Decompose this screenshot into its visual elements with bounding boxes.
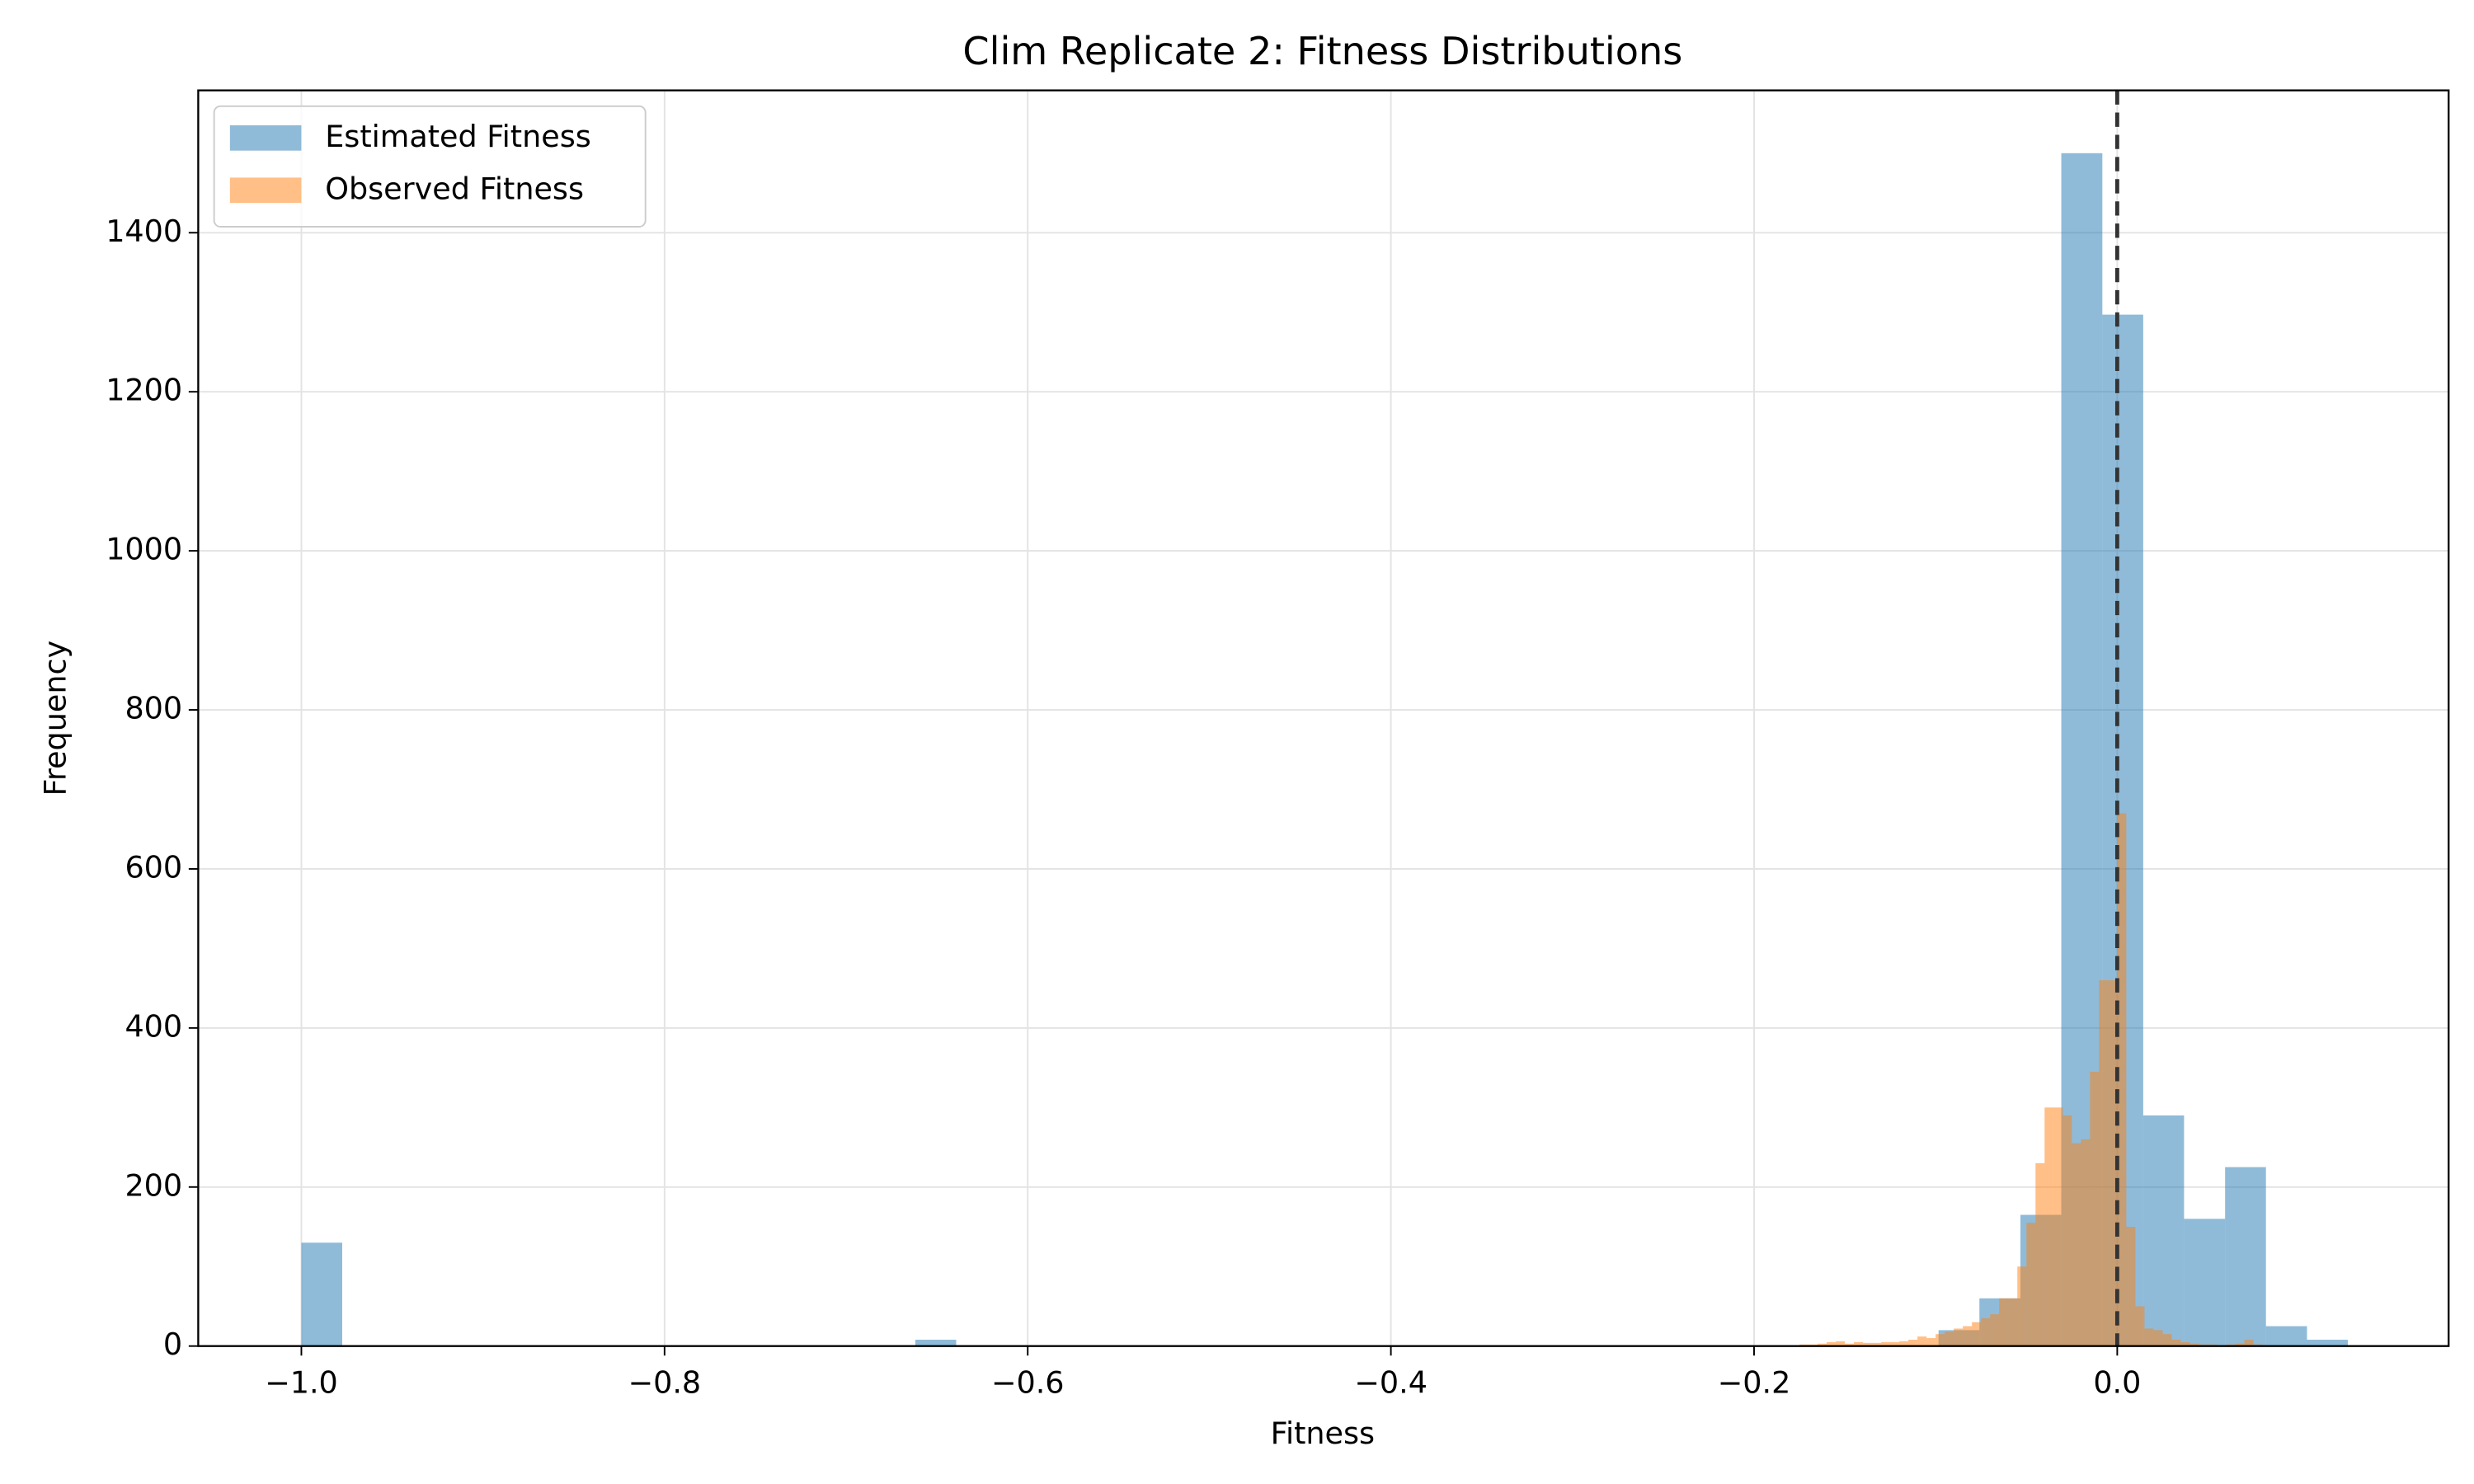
- bar: [2142, 1115, 2185, 1346]
- bar: [1818, 1343, 1827, 1346]
- bar: [2307, 1339, 2349, 1346]
- plot-frame: [197, 89, 2450, 1347]
- y-tick-label: 200: [125, 1167, 182, 1203]
- x-tick-label: −1.0: [265, 1364, 338, 1400]
- bar: [1926, 1338, 1936, 1346]
- bar: [1945, 1331, 1954, 1346]
- bar: [2244, 1339, 2254, 1346]
- bar: [301, 1242, 342, 1346]
- bar: [1935, 1334, 1945, 1346]
- chart-title: Clim Replicate 2: Fitness Distributions: [962, 29, 1682, 73]
- x-tick-label: −0.8: [628, 1364, 702, 1400]
- legend-swatch: [229, 177, 302, 204]
- bar: [2072, 1143, 2081, 1346]
- bar: [2062, 1115, 2072, 1346]
- bar: [1954, 1328, 1964, 1346]
- x-tick-label: −0.4: [1354, 1364, 1427, 1400]
- legend-label: Estimated Fitness: [325, 119, 591, 154]
- bar: [2053, 1107, 2063, 1346]
- bar: [2099, 979, 2109, 1346]
- bar: [1899, 1341, 1909, 1346]
- bar: [1908, 1339, 1918, 1346]
- bar: [2090, 1071, 2100, 1346]
- bar: [915, 1339, 957, 1346]
- y-tick-label: 1200: [106, 373, 182, 408]
- bar: [1863, 1342, 1873, 1346]
- bar: [2184, 1219, 2226, 1346]
- bar: [1963, 1326, 1973, 1346]
- legend-frame: [213, 105, 647, 228]
- bar: [2081, 1139, 2091, 1346]
- x-tick-label: −0.2: [1718, 1364, 1791, 1400]
- bar: [1972, 1322, 1982, 1346]
- bar: [2189, 1343, 2199, 1346]
- bar: [2008, 1298, 2018, 1346]
- y-tick-label: 1000: [106, 532, 182, 567]
- bar: [2035, 1162, 2045, 1346]
- bar: [1827, 1341, 1837, 1346]
- bar: [2117, 813, 2127, 1346]
- bar: [1990, 1314, 2000, 1346]
- bar: [2153, 1330, 2163, 1346]
- bar: [1917, 1336, 1927, 1346]
- bar: [2026, 1223, 2036, 1346]
- bar: [2171, 1339, 2181, 1346]
- legend-label: Observed Fitness: [325, 171, 584, 206]
- x-tick-label: −0.6: [991, 1364, 1065, 1400]
- x-tick-label: 0.0: [2093, 1364, 2141, 1400]
- y-tick-label: 600: [125, 849, 182, 885]
- bar: [2017, 1266, 2027, 1346]
- bar: [2225, 1167, 2266, 1346]
- y-tick-label: 1400: [106, 214, 182, 249]
- bar: [1836, 1341, 1846, 1346]
- bar: [1981, 1317, 1991, 1346]
- y-tick-label: 800: [125, 691, 182, 726]
- bar: [1890, 1341, 1900, 1346]
- bar: [2265, 1326, 2307, 1346]
- bar: [2044, 1107, 2054, 1346]
- y-axis-label: Frequency: [38, 641, 73, 796]
- legend: Estimated Fitness Observed Fitness: [213, 105, 647, 228]
- bar: [1872, 1342, 1882, 1346]
- bar: [1854, 1341, 1864, 1346]
- bar: [1845, 1343, 1855, 1346]
- y-tick-label: 0: [163, 1327, 182, 1362]
- y-tick-label: 400: [125, 1008, 182, 1044]
- bar: [2126, 1227, 2136, 1346]
- bar: [1999, 1298, 2009, 1346]
- bar: [2235, 1343, 2245, 1346]
- x-axis-label: Fitness: [1271, 1416, 1375, 1451]
- bar: [2144, 1328, 2154, 1346]
- bar: [2180, 1341, 2190, 1346]
- bar: [2108, 979, 2118, 1346]
- bar: [2162, 1334, 2172, 1346]
- bar: [2135, 1306, 2145, 1346]
- bar: [1881, 1341, 1891, 1346]
- legend-swatch: [229, 124, 302, 151]
